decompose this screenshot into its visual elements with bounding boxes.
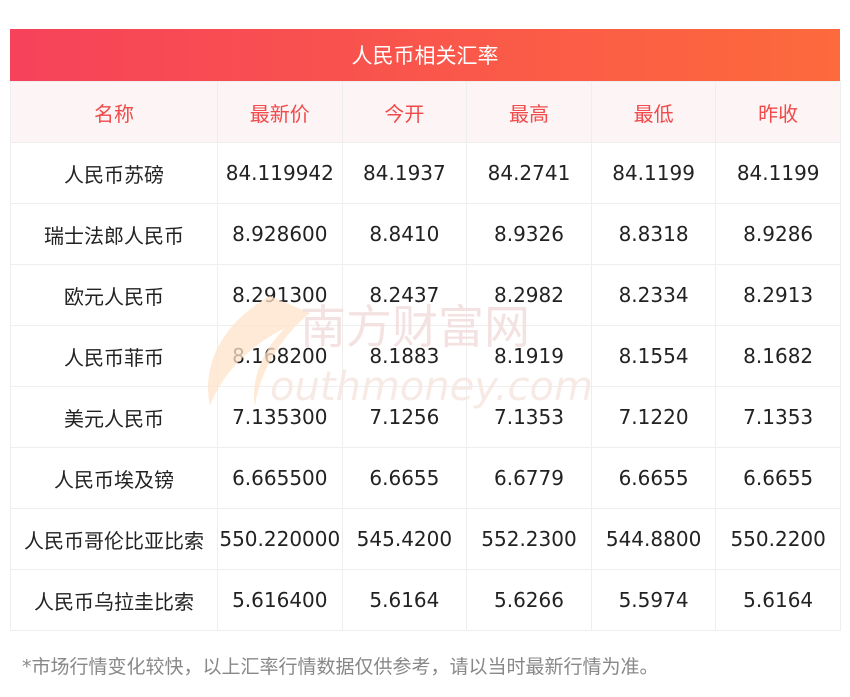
currency-pair-name: 人民币哥伦比亚比索 [10,508,218,570]
low-price: 5.5974 [590,569,717,631]
column-header-latest: 最新价 [217,81,343,143]
latest-price: 550.220000 [217,508,343,570]
low-price: 84.1199 [590,142,717,204]
open-price: 6.6655 [341,447,468,509]
open-price: 7.1256 [341,386,468,448]
latest-price: 6.665500 [217,447,343,509]
prev-close-price: 84.1199 [715,142,841,204]
currency-pair-name: 人民币菲币 [10,325,218,387]
table-row: 人民币苏磅 84.119942 84.1937 84.2741 84.1199 … [10,142,841,204]
table-row: 人民币埃及镑 6.665500 6.6655 6.6779 6.6655 6.6… [10,447,841,509]
currency-pair-name: 欧元人民币 [10,264,218,326]
table-row: 人民币乌拉圭比索 5.616400 5.6164 5.6266 5.5974 5… [10,569,841,631]
latest-price: 8.928600 [217,203,343,265]
high-price: 6.6779 [466,447,592,509]
exchange-rate-table: 名称 最新价 今开 最高 最低 昨收 人民币苏磅 84.119942 84.19… [10,81,841,631]
currency-pair-name: 人民币乌拉圭比索 [10,569,218,631]
prev-close-price: 6.6655 [715,447,841,509]
low-price: 8.2334 [590,264,717,326]
currency-pair-name: 人民币苏磅 [10,142,218,204]
high-price: 552.2300 [466,508,592,570]
open-price: 8.1883 [341,325,468,387]
column-header-name: 名称 [10,81,218,143]
table-row: 美元人民币 7.135300 7.1256 7.1353 7.1220 7.13… [10,386,841,448]
column-header-low: 最低 [590,81,717,143]
currency-pair-name: 瑞士法郎人民币 [10,203,218,265]
low-price: 8.8318 [590,203,717,265]
open-price: 8.8410 [341,203,468,265]
latest-price: 8.168200 [217,325,343,387]
table-row: 人民币哥伦比亚比索 550.220000 545.4200 552.2300 5… [10,508,841,570]
latest-price: 84.119942 [217,142,343,204]
table-title: 人民币相关汇率 [10,29,840,81]
prev-close-price: 5.6164 [715,569,841,631]
latest-price: 5.616400 [217,569,343,631]
low-price: 7.1220 [590,386,717,448]
high-price: 8.2982 [466,264,592,326]
column-header-high: 最高 [466,81,592,143]
column-header-open: 今开 [341,81,468,143]
prev-close-price: 8.1682 [715,325,841,387]
high-price: 8.1919 [466,325,592,387]
exchange-rate-table-container: 人民币相关汇率 名称 最新价 今开 最高 最低 昨收 人民币苏磅 84.1199… [10,29,841,631]
currency-pair-name: 美元人民币 [10,386,218,448]
high-price: 84.2741 [466,142,592,204]
high-price: 8.9326 [466,203,592,265]
prev-close-price: 8.2913 [715,264,841,326]
prev-close-price: 8.9286 [715,203,841,265]
open-price: 545.4200 [341,508,468,570]
column-header-prev-close: 昨收 [715,81,841,143]
table-row: 人民币菲币 8.168200 8.1883 8.1919 8.1554 8.16… [10,325,841,387]
header-row: 名称 最新价 今开 最高 最低 昨收 [10,81,841,143]
latest-price: 7.135300 [217,386,343,448]
table-row: 瑞士法郎人民币 8.928600 8.8410 8.9326 8.8318 8.… [10,203,841,265]
latest-price: 8.291300 [217,264,343,326]
low-price: 544.8800 [590,508,717,570]
currency-pair-name: 人民币埃及镑 [10,447,218,509]
prev-close-price: 550.2200 [715,508,841,570]
disclaimer-note: *市场行情变化较快，以上汇率行情数据仅供参考，请以当时最新行情为准。 [22,656,659,678]
open-price: 8.2437 [341,264,468,326]
high-price: 7.1353 [466,386,592,448]
open-price: 5.6164 [341,569,468,631]
table-row: 欧元人民币 8.291300 8.2437 8.2982 8.2334 8.29… [10,264,841,326]
prev-close-price: 7.1353 [715,386,841,448]
high-price: 5.6266 [466,569,592,631]
open-price: 84.1937 [341,142,468,204]
low-price: 6.6655 [590,447,717,509]
low-price: 8.1554 [590,325,717,387]
